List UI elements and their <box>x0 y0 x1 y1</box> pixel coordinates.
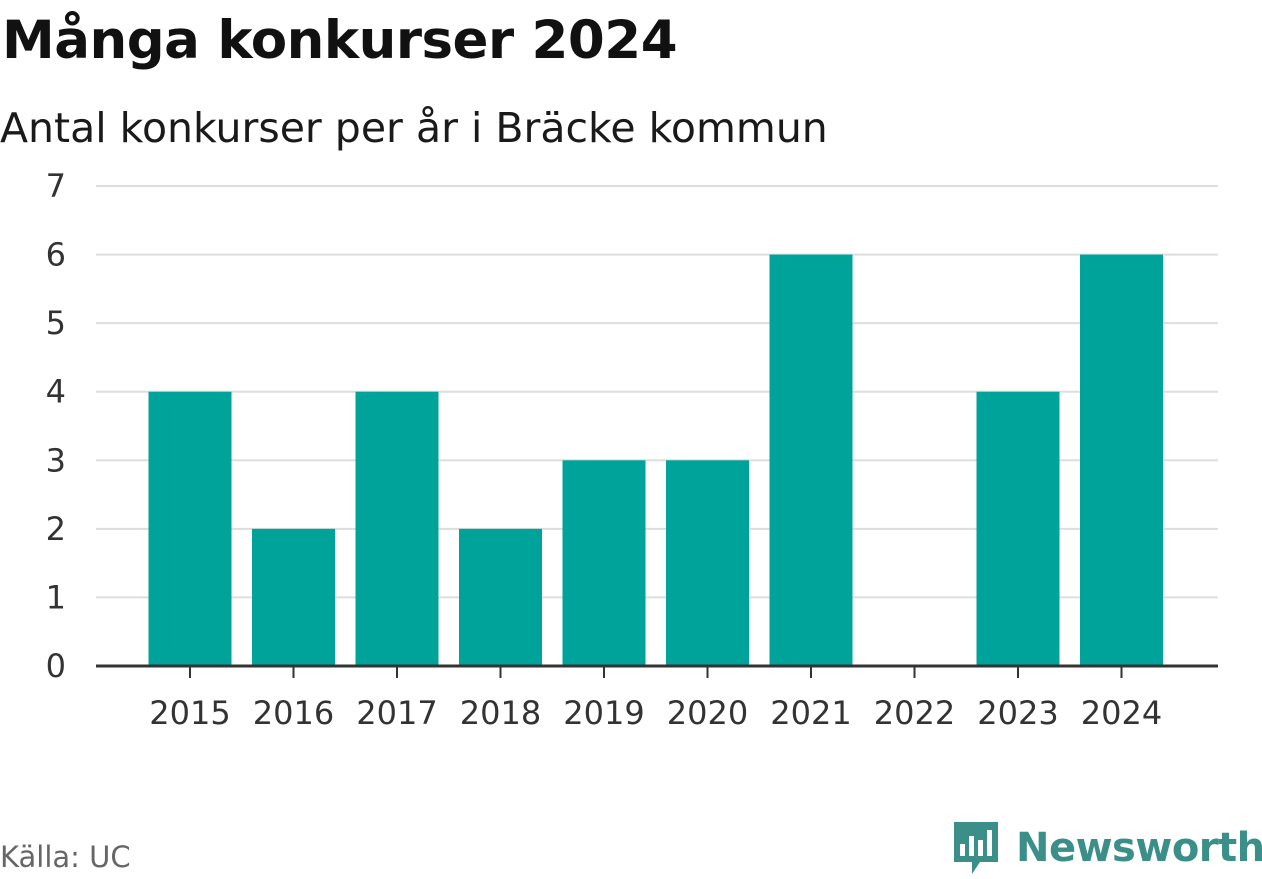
bar-chart: 0 1 2 3 4 5 6 7 2015 2016 2017 2018 2019 2020 2021 202… <box>46 167 1218 732</box>
bar-2020 <box>666 460 749 666</box>
y-tick-label: 2 <box>46 510 66 548</box>
bar-2021 <box>769 254 853 667</box>
y-tick-label: 7 <box>46 167 66 205</box>
bar-2019 <box>562 460 646 666</box>
y-tick-label: 4 <box>46 373 66 411</box>
x-tick-label: 2021 <box>770 694 851 732</box>
bar-2018 <box>459 528 542 666</box>
bars <box>148 254 1163 667</box>
x-axis: 2015 2016 2017 2018 2019 2020 2021 2022 2023 2024 <box>96 664 1218 732</box>
bar-2017 <box>355 391 439 666</box>
newsworthy-logo-icon <box>954 822 998 874</box>
y-tick-label: 6 <box>46 236 66 274</box>
x-tick-label: 2020 <box>667 694 748 732</box>
brand-logo[interactable]: Newsworthy <box>950 818 1262 878</box>
x-tick-label: 2023 <box>977 694 1058 732</box>
bar-2015 <box>148 391 232 666</box>
chart-subtitle: Antal konkurser per år i Bräcke kommun <box>0 104 828 152</box>
y-tick-label: 1 <box>46 578 66 616</box>
x-tick-label: 2019 <box>563 694 644 732</box>
source-note: Källa: UC <box>0 840 131 874</box>
x-tick-label: 2016 <box>253 694 334 732</box>
x-tick-label: 2015 <box>149 694 230 732</box>
brand-name: Newsworthy <box>1016 825 1262 871</box>
bar-2023 <box>976 391 1060 666</box>
x-tick-label: 2018 <box>460 694 541 732</box>
x-tick-label: 2022 <box>874 694 955 732</box>
chart-title: Många konkurser 2024 <box>2 10 678 71</box>
y-tick-label: 0 <box>46 647 66 685</box>
x-tick-label: 2024 <box>1081 694 1162 732</box>
y-tick-label: 3 <box>46 441 66 479</box>
y-tick-label: 5 <box>46 304 66 342</box>
bar-2016 <box>252 528 335 666</box>
bar-2024 <box>1080 254 1163 667</box>
y-axis: 0 1 2 3 4 5 6 7 <box>46 167 66 685</box>
x-tick-label: 2017 <box>356 694 437 732</box>
